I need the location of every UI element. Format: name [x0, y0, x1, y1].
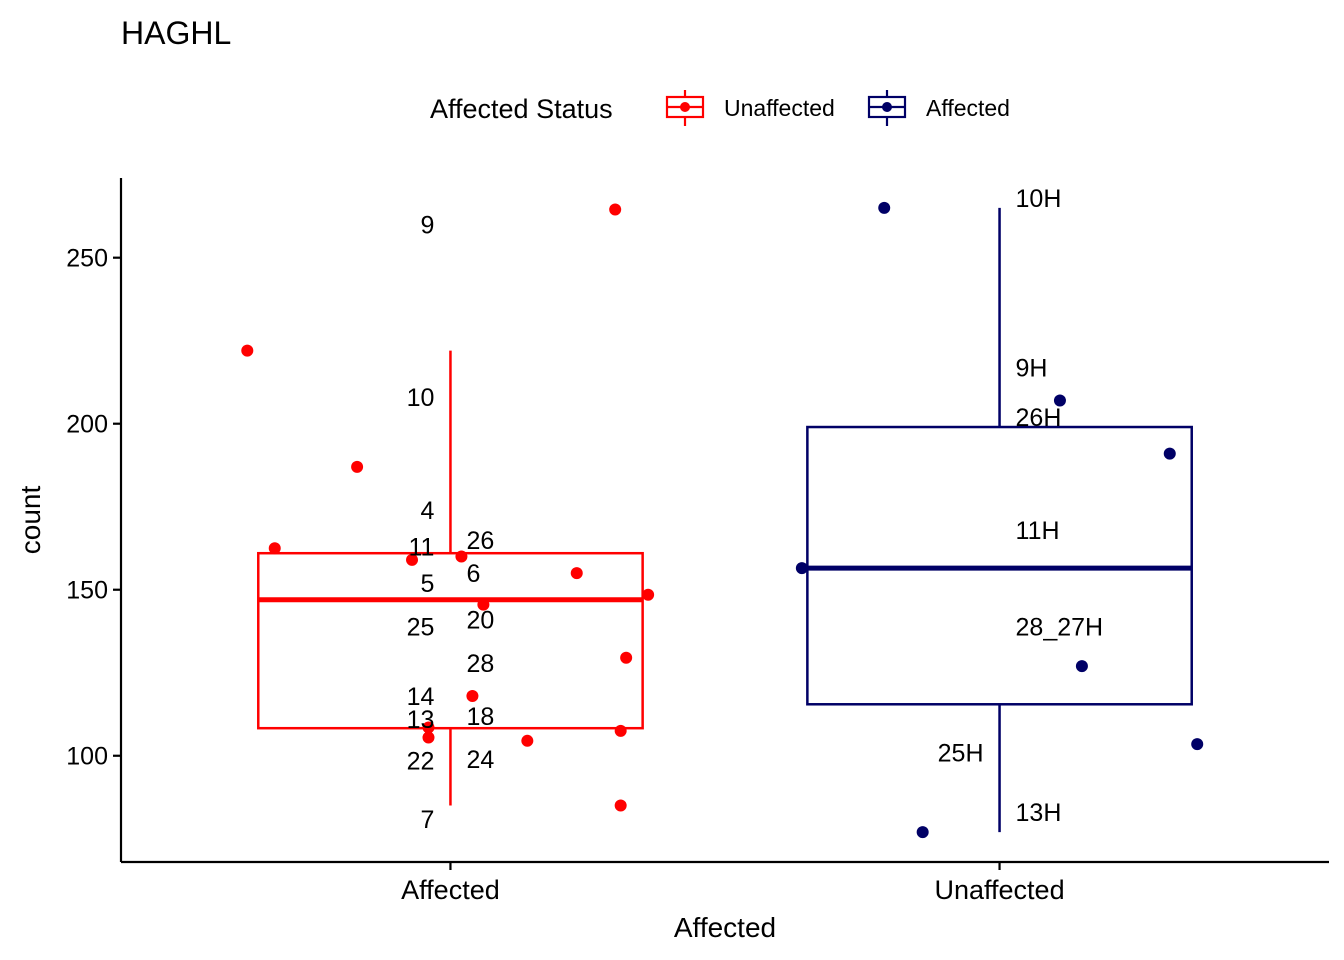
point-label: 9: [421, 211, 435, 239]
data-point: [620, 651, 633, 664]
data-point: [916, 826, 929, 839]
data-point: [614, 799, 627, 812]
series-affected: 10H 9H 26H 11H 28_27H 25H 13H: [795, 185, 1204, 839]
chart-title: HAGHL: [121, 15, 231, 51]
data-point: [268, 542, 281, 555]
point-label: 26H: [1016, 404, 1062, 432]
data-point: [406, 553, 419, 566]
point-label: 11: [409, 534, 435, 562]
point-label: 11H: [1016, 517, 1060, 545]
data-point: [1075, 660, 1088, 673]
data-point: [351, 460, 364, 473]
data-point: [477, 598, 490, 611]
y-tick-label: 150: [66, 577, 108, 605]
point-label: 13: [407, 706, 435, 734]
y-tick-label: 250: [66, 245, 108, 273]
point-label: 7: [421, 806, 435, 834]
point-label: 4: [421, 497, 435, 525]
data-point: [1053, 394, 1066, 407]
legend: Affected Status Unaffected Affected: [430, 90, 1010, 126]
point-label: 25H: [938, 739, 984, 767]
x-axis-title: Affected: [674, 912, 776, 943]
data-point: [466, 689, 479, 702]
legend-key-unaffected: [665, 90, 705, 126]
point-label: 6: [466, 560, 480, 588]
data-point: [1191, 738, 1204, 751]
data-point: [422, 731, 435, 744]
legend-title: Affected Status: [430, 94, 613, 124]
point-label: 18: [466, 703, 494, 731]
point-label: 20: [466, 607, 494, 635]
data-point: [1163, 447, 1176, 460]
point-label: 9H: [1016, 354, 1048, 382]
point-label: 5: [421, 570, 435, 598]
data-point: [455, 550, 468, 563]
point-label: 25: [407, 613, 435, 641]
legend-key-affected: [867, 90, 907, 126]
data-point: [609, 203, 622, 216]
data-point: [614, 724, 627, 737]
box-iqr: [257, 551, 644, 730]
y-axis-title: count: [15, 486, 46, 555]
point-label: 10H: [1016, 185, 1062, 213]
point-label: 28_27H: [1016, 613, 1104, 641]
data-point: [521, 734, 534, 747]
point-label: 14: [407, 683, 435, 711]
data-point: [642, 588, 655, 601]
data-point: [570, 567, 583, 580]
legend-label-affected: Affected: [926, 95, 1010, 121]
point-label: 24: [466, 746, 494, 774]
point-label: 10: [407, 384, 435, 412]
data-point: [241, 344, 254, 357]
data-point: [878, 201, 891, 214]
point-label: 22: [407, 748, 435, 776]
x-tick-label: Unaffected: [934, 875, 1064, 905]
data-point: [422, 721, 435, 734]
point-label: 26: [466, 527, 494, 555]
y-tick-label: 200: [66, 411, 108, 439]
y-tick-label: 100: [66, 743, 108, 771]
point-label: 28: [466, 650, 494, 678]
x-tick-label: Affected: [401, 875, 500, 905]
point-label: 13H: [1016, 799, 1062, 827]
series-unaffected: 9 10 4 11 26 6 5 20 25 28 14 18 13 22 24 7: [241, 203, 655, 834]
data-point: [795, 562, 808, 575]
legend-label-unaffected: Unaffected: [724, 95, 835, 121]
